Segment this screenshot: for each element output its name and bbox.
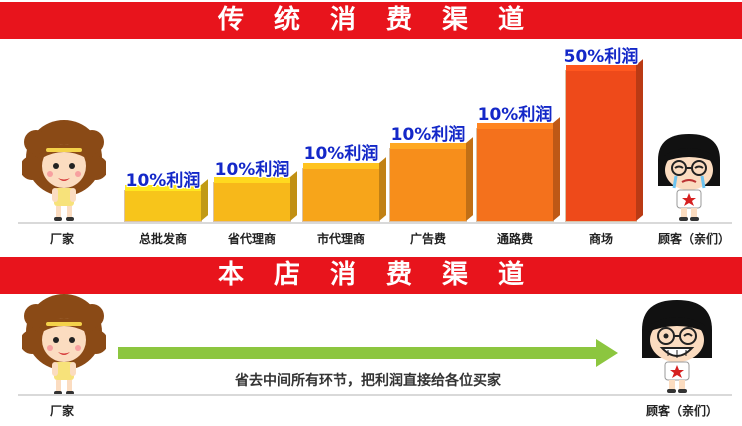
traditional-customer-label: 顾客（亲们） — [657, 232, 730, 246]
traditional-maker-label: 厂家 — [49, 232, 74, 246]
maker-girl-icon — [22, 294, 106, 395]
store-baseline — [18, 394, 732, 396]
store-channel-title: 本店消费渠道 — [217, 260, 554, 290]
channel-label-wholesaler: 总批发商 — [138, 232, 187, 246]
traditional-channel-banner: 传统消费渠道 — [0, 2, 742, 39]
profit-provincial-agent: 10%利润 — [214, 160, 290, 180]
profit-wholesaler: 10%利润 — [125, 171, 201, 191]
traditional-channel-title: 传统消费渠道 — [217, 5, 554, 35]
store-channel-banner: 本店消费渠道 — [0, 257, 742, 294]
channel-label-mall: 商场 — [588, 232, 613, 246]
pillar-provincial-agent — [213, 171, 297, 222]
traditional-baseline — [18, 222, 732, 224]
profit-advertising: 10%利润 — [390, 125, 466, 145]
profit-city-agent: 10%利润 — [303, 144, 379, 164]
direct-arrow-shaft — [118, 347, 598, 359]
happy-customer-icon — [642, 300, 712, 393]
maker-girl-icon — [22, 120, 106, 221]
store-customer-label: 顾客（亲们） — [645, 404, 718, 418]
channel-label-city-agent: 市代理商 — [316, 232, 365, 246]
pillar-advertising — [389, 137, 473, 222]
crying-customer-icon — [658, 134, 720, 221]
pillar-city-agent — [302, 157, 386, 222]
channel-label-provincial-agent: 省代理商 — [227, 232, 276, 246]
pillar-wholesaler — [124, 179, 208, 222]
profit-channel-fee: 10%利润 — [477, 105, 553, 125]
channel-label-channel-fee: 通路费 — [496, 232, 533, 246]
pillar-mall — [565, 59, 643, 222]
store-maker-label: 厂家 — [49, 404, 74, 418]
direct-arrow-caption: 省去中间所有环节，把利润直接给各位买家 — [235, 373, 501, 389]
profit-mall: 50%利润 — [563, 47, 639, 67]
direct-arrow-head-icon — [596, 339, 618, 367]
pillar-channel-fee — [476, 117, 560, 222]
channel-label-advertising: 广告费 — [409, 232, 446, 246]
